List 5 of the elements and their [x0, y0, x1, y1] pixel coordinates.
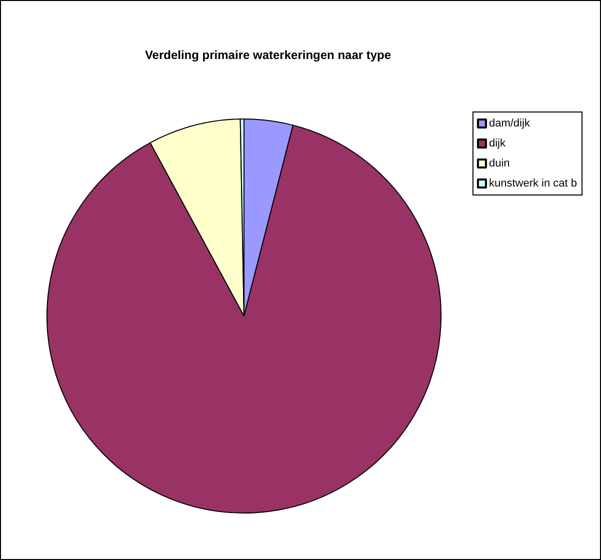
- chart-title: Verdeling primaire waterkeringen naar type: [144, 48, 392, 62]
- legend-label: dam/dijk: [488, 118, 530, 130]
- legend-label: dijk: [488, 138, 506, 150]
- legend-label: duin: [488, 158, 510, 170]
- legend-label: kunstwerk in cat b: [488, 178, 578, 190]
